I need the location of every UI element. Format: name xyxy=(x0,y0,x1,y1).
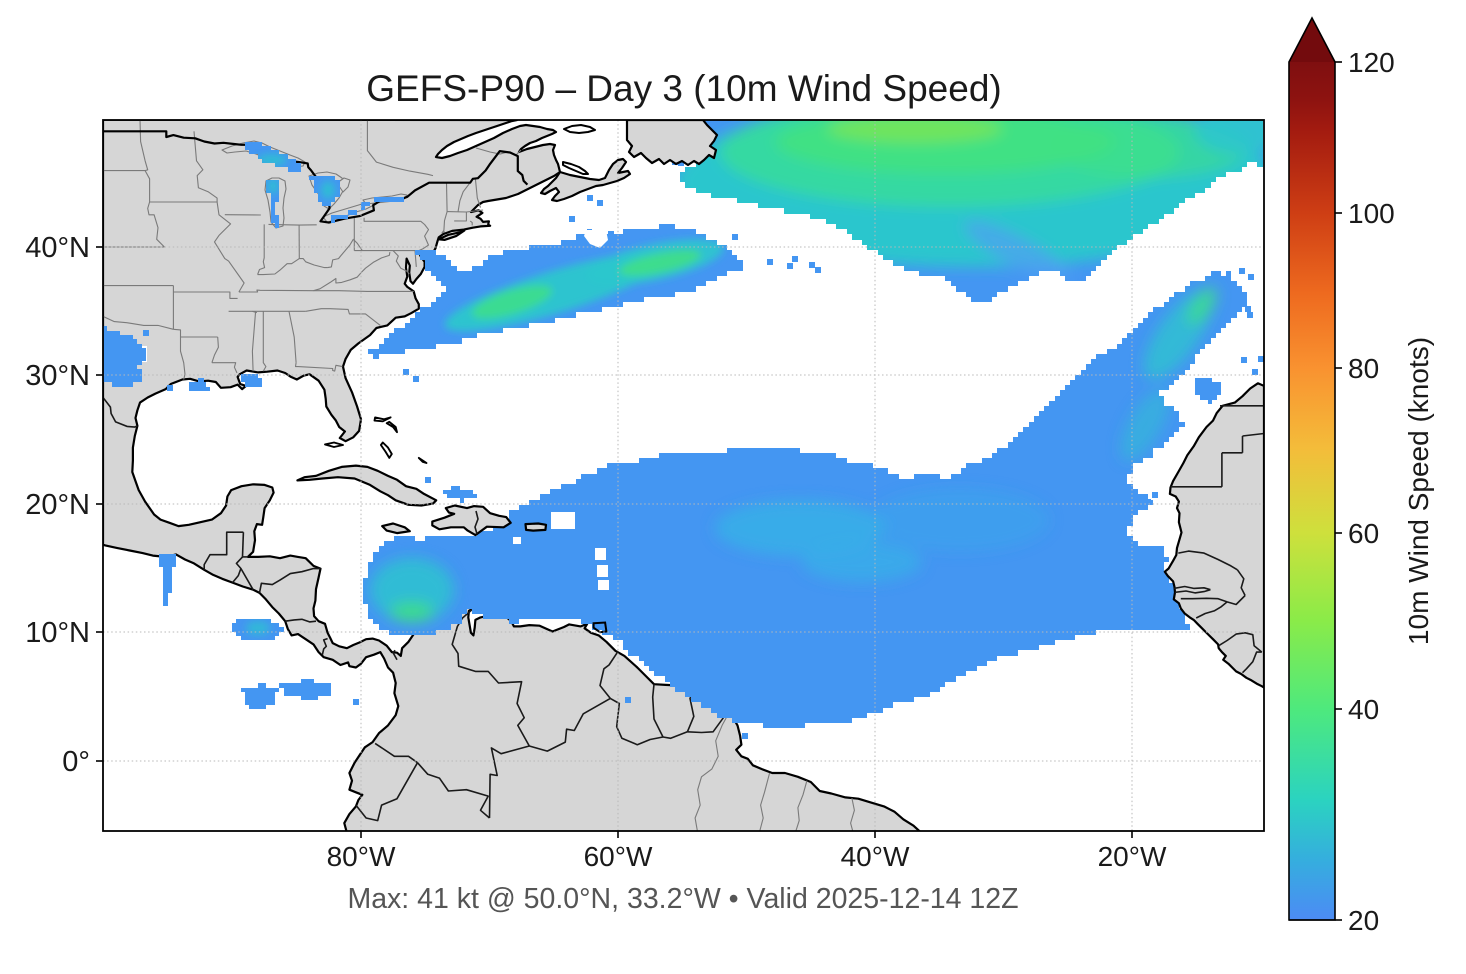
svg-text:100: 100 xyxy=(1348,198,1395,229)
svg-text:20: 20 xyxy=(1348,905,1379,936)
svg-text:40°W: 40°W xyxy=(841,841,910,872)
svg-text:20°N: 20°N xyxy=(25,489,90,521)
svg-text:40°N: 40°N xyxy=(25,232,90,264)
svg-text:Max: 41 kt @ 50.0°N, 33.2°W •: Max: 41 kt @ 50.0°N, 33.2°W • Valid 2025… xyxy=(347,883,1018,915)
svg-text:120: 120 xyxy=(1348,47,1395,78)
svg-text:10°N: 10°N xyxy=(25,617,90,649)
svg-text:0°: 0° xyxy=(62,746,90,778)
svg-text:60°W: 60°W xyxy=(584,841,653,872)
svg-text:GEFS-P90 – Day 3 (10m Wind Spe: GEFS-P90 – Day 3 (10m Wind Speed) xyxy=(366,68,1001,109)
svg-text:40: 40 xyxy=(1348,694,1379,725)
svg-text:20°W: 20°W xyxy=(1098,841,1167,872)
svg-text:80°W: 80°W xyxy=(327,841,396,872)
svg-text:60: 60 xyxy=(1348,518,1379,549)
svg-text:30°N: 30°N xyxy=(25,360,90,392)
svg-text:10m Wind Speed (knots): 10m Wind Speed (knots) xyxy=(1403,337,1434,645)
svg-text:80: 80 xyxy=(1348,353,1379,384)
